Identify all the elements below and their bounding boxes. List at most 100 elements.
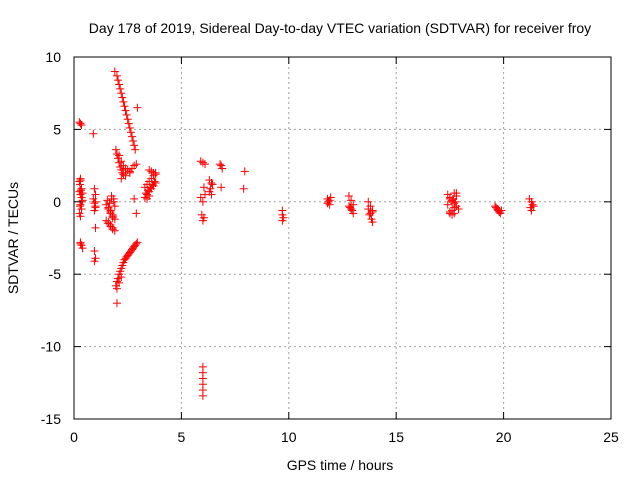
data-point — [129, 136, 138, 145]
data-point — [198, 197, 207, 206]
data-point — [199, 183, 208, 192]
data-point — [207, 178, 216, 187]
data-point — [198, 158, 207, 167]
data-point — [91, 223, 100, 232]
data-point — [207, 190, 216, 199]
data-point — [133, 238, 142, 247]
data-point — [366, 209, 375, 218]
data-point — [344, 192, 353, 201]
data-point — [90, 184, 99, 193]
data-point — [454, 205, 463, 214]
data-point — [117, 157, 126, 166]
data-point — [216, 160, 225, 169]
data-point — [495, 207, 504, 216]
data-point — [325, 196, 334, 205]
data-point — [198, 216, 207, 225]
y-tick-label: -15 — [41, 411, 61, 427]
data-point — [240, 167, 249, 176]
data-point — [112, 299, 121, 308]
data-point — [145, 192, 154, 201]
data-point — [208, 180, 217, 189]
x-tick-label: 10 — [281, 429, 297, 445]
data-point — [112, 150, 121, 159]
data-point — [151, 178, 160, 187]
data-point — [125, 123, 134, 132]
data-point — [443, 200, 452, 209]
data-points — [75, 67, 538, 400]
data-point — [112, 71, 121, 80]
data-point — [368, 207, 377, 216]
data-point — [150, 177, 159, 186]
data-point — [196, 193, 205, 202]
data-point — [114, 274, 123, 283]
data-point — [126, 128, 135, 137]
data-point — [132, 209, 141, 218]
data-point — [109, 194, 118, 203]
data-point — [364, 197, 373, 206]
data-point — [121, 106, 130, 115]
data-point — [89, 129, 98, 138]
axis-ticks: 0 5 10 15 20 25 -15 -10 -5 0 5 10 — [41, 49, 619, 445]
data-point — [239, 184, 248, 193]
data-point — [132, 160, 141, 169]
data-point — [124, 119, 133, 128]
data-point — [76, 174, 85, 183]
data-point — [90, 206, 99, 215]
data-point — [349, 209, 358, 218]
data-point — [151, 170, 160, 179]
data-point — [106, 207, 115, 216]
data-point — [78, 196, 87, 205]
data-point — [115, 158, 124, 167]
data-point — [344, 202, 353, 211]
data-point — [110, 226, 119, 235]
x-tick-label: 15 — [388, 429, 404, 445]
plot-frame — [73, 56, 612, 420]
data-point — [120, 102, 129, 111]
data-point — [115, 278, 124, 287]
x-tick-label: 0 — [70, 429, 78, 445]
data-point — [364, 205, 373, 214]
data-point — [278, 216, 287, 225]
data-point — [445, 209, 454, 218]
data-point — [115, 80, 124, 89]
data-point — [451, 197, 460, 206]
y-tick-label: -5 — [49, 266, 62, 282]
x-tick-label: 20 — [496, 429, 512, 445]
data-point — [90, 257, 99, 266]
data-point — [527, 206, 536, 215]
data-point — [122, 110, 131, 119]
data-point — [75, 187, 84, 196]
data-point — [119, 170, 128, 179]
data-point — [130, 194, 139, 203]
x-tick-label: 5 — [178, 429, 186, 445]
data-point — [368, 218, 377, 227]
data-point — [130, 141, 139, 150]
data-point — [108, 212, 117, 221]
data-point — [77, 121, 86, 130]
data-point — [196, 157, 205, 166]
data-point — [125, 168, 134, 177]
data-point — [529, 202, 538, 211]
data-point — [111, 145, 120, 154]
data-point — [119, 97, 128, 106]
data-point — [147, 167, 156, 176]
y-tick-label: 0 — [53, 194, 61, 210]
data-point — [131, 145, 140, 154]
y-axis-label: SDTVAR / TECUs — [5, 182, 21, 294]
data-point — [145, 165, 154, 174]
data-point — [133, 103, 142, 112]
grid-lines — [74, 57, 611, 419]
data-point — [90, 247, 99, 256]
data-point — [123, 115, 132, 124]
data-point — [198, 391, 207, 400]
data-point — [201, 160, 210, 169]
data-point — [149, 168, 158, 177]
chart-title: Day 178 of 2019, Sidereal Day-to-day VTE… — [89, 20, 591, 36]
data-point — [117, 273, 126, 282]
data-point — [130, 161, 139, 170]
data-point — [91, 190, 100, 199]
data-point — [105, 199, 114, 208]
data-point — [78, 244, 87, 253]
data-point — [218, 164, 227, 173]
